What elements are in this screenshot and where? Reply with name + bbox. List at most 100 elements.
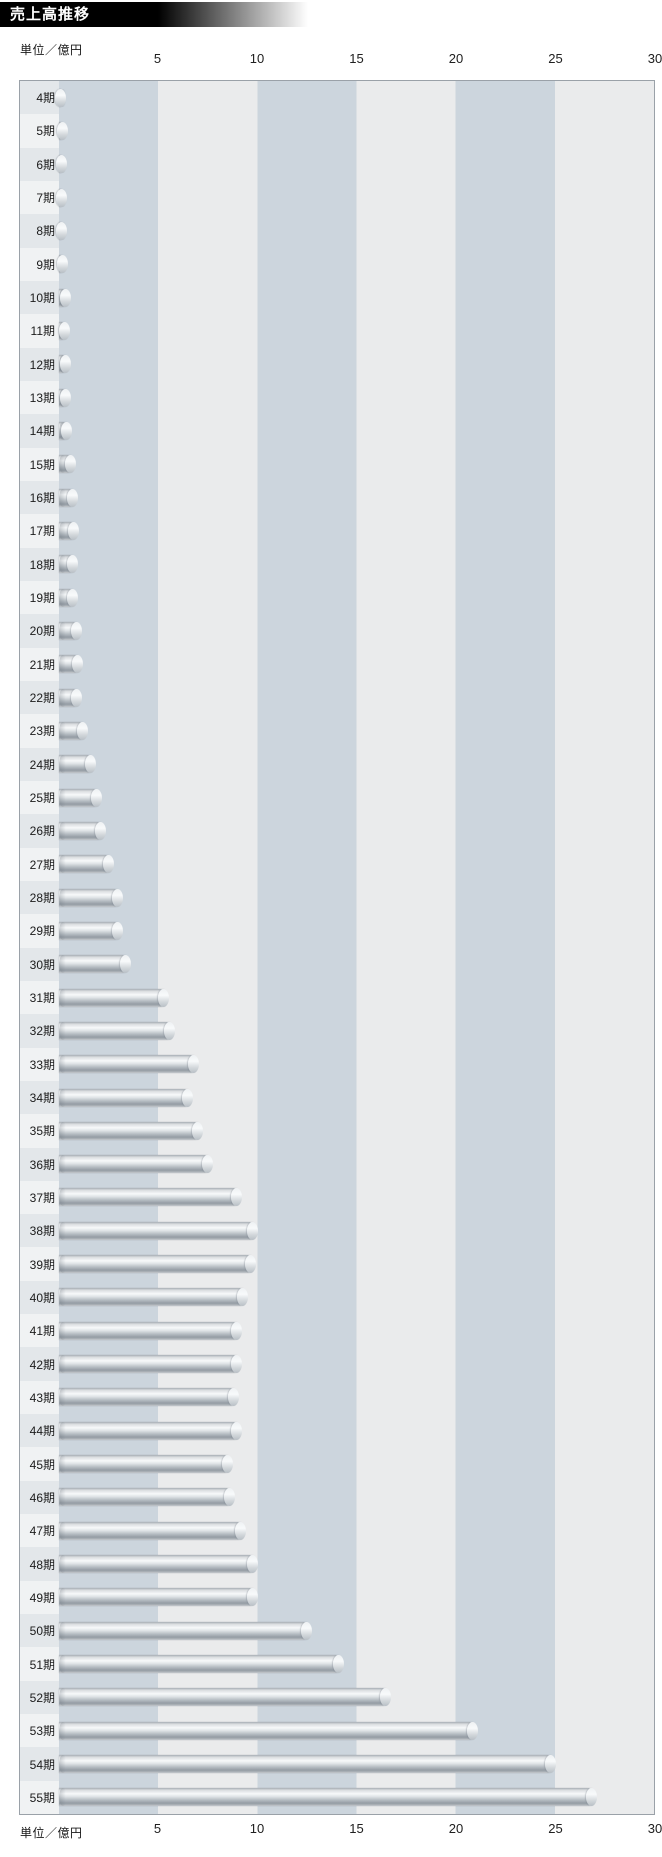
chart-row: 30期 <box>20 947 654 981</box>
period-label: 6期 <box>20 147 59 181</box>
period-label: 13期 <box>20 380 59 415</box>
bar-track <box>59 1514 654 1548</box>
chart-row: 41期 <box>20 1314 654 1348</box>
axis-tick-label: 30 <box>647 1821 662 1836</box>
period-label: 42期 <box>20 1347 59 1381</box>
bar-track <box>59 1780 654 1815</box>
period-label: 55期 <box>20 1780 59 1815</box>
axis-tick-label: 25 <box>548 51 563 66</box>
bar <box>55 88 67 107</box>
axis-tick-label: 15 <box>349 51 364 66</box>
bar <box>59 1355 243 1374</box>
bar <box>59 388 71 407</box>
bar-track <box>59 1380 654 1415</box>
chart-row: 7期 <box>20 180 654 215</box>
chart-row: 45期 <box>20 1447 654 1481</box>
period-label: 27期 <box>20 847 59 881</box>
period-label: 18期 <box>20 547 59 581</box>
bar <box>59 1555 259 1574</box>
bar <box>55 221 67 240</box>
bar-track <box>59 547 654 581</box>
period-label: 10期 <box>20 280 59 315</box>
chart-row: 34期 <box>20 1080 654 1115</box>
bar <box>55 188 67 207</box>
period-label: 47期 <box>20 1514 59 1548</box>
bar <box>59 1588 259 1607</box>
chart-row: 52期 <box>20 1680 654 1715</box>
chart-row: 25期 <box>20 780 654 815</box>
period-label: 23期 <box>20 714 59 748</box>
chart-row: 50期 <box>20 1614 654 1648</box>
axis-tick-label: 30 <box>647 51 662 66</box>
axis-tick-label: 5 <box>153 51 162 66</box>
axis-tick-label: 20 <box>448 1821 464 1836</box>
bar-track <box>59 1580 654 1615</box>
unit-label-bottom: 単位／億円 <box>20 1826 83 1840</box>
bar <box>56 255 68 274</box>
bar-track <box>59 280 654 315</box>
period-label: 14期 <box>20 414 59 448</box>
bar <box>59 521 79 540</box>
period-label: 33期 <box>20 1047 59 1081</box>
chart-row: 39期 <box>20 1247 654 1281</box>
bar <box>59 488 78 507</box>
chart-row: 29期 <box>20 914 654 948</box>
period-label: 37期 <box>20 1180 59 1215</box>
bar <box>59 1255 257 1274</box>
axis-tick-label: 20 <box>448 51 464 66</box>
bar <box>59 1055 199 1074</box>
period-label: 30期 <box>20 947 59 981</box>
chart-row: 32期 <box>20 1014 654 1048</box>
chart-row: 31期 <box>20 980 654 1015</box>
bar <box>59 1188 243 1207</box>
bar <box>59 588 78 607</box>
chart-row: 13期 <box>20 380 654 415</box>
bar <box>59 888 124 907</box>
bar-track <box>59 1147 654 1181</box>
bar-track <box>58 314 654 348</box>
period-label: 49期 <box>20 1580 59 1615</box>
bar-track <box>59 1747 654 1781</box>
chart-row: 17期 <box>20 514 654 548</box>
chart-row: 15期 <box>20 447 654 481</box>
axis-tick-label: 10 <box>249 1821 265 1836</box>
period-label: 20期 <box>20 614 59 648</box>
bar <box>59 1755 556 1774</box>
x-axis-bottom: 5 10 15 20 25 30 <box>58 1821 662 1839</box>
chart-row: 20期 <box>20 614 654 648</box>
bar-track <box>59 1714 654 1748</box>
period-label: 39期 <box>20 1247 59 1281</box>
chart-row: 42期 <box>20 1347 654 1381</box>
bar-track <box>56 114 654 148</box>
bar <box>59 855 114 874</box>
bar-track <box>59 380 654 415</box>
bar-track <box>59 1647 654 1681</box>
period-label: 53期 <box>20 1714 59 1748</box>
period-label: 36期 <box>20 1147 59 1181</box>
bar-track <box>59 614 654 648</box>
chart-row: 27期 <box>20 847 654 881</box>
period-label: 26期 <box>20 814 59 848</box>
bar <box>59 1321 243 1340</box>
period-label: 16期 <box>20 480 59 515</box>
bar <box>59 988 170 1007</box>
bar-track <box>59 1247 654 1281</box>
chart-row: 21期 <box>20 647 654 681</box>
chart-row: 54期 <box>20 1747 654 1781</box>
bar-track <box>59 1447 654 1481</box>
period-label: 29期 <box>20 914 59 948</box>
bar <box>59 1455 233 1474</box>
page-title: 売上高推移 <box>0 2 662 27</box>
bar <box>59 688 82 707</box>
bar <box>55 155 67 174</box>
bar <box>59 1388 238 1407</box>
bar-track <box>59 1414 654 1448</box>
bar-track <box>59 1080 654 1115</box>
period-label: 21期 <box>20 647 59 681</box>
bar-track <box>55 214 654 248</box>
chart-row: 10期 <box>20 280 654 315</box>
period-label: 48期 <box>20 1547 59 1581</box>
bar <box>59 955 132 974</box>
chart-row: 26期 <box>20 814 654 848</box>
chart-row: 24期 <box>20 747 654 781</box>
